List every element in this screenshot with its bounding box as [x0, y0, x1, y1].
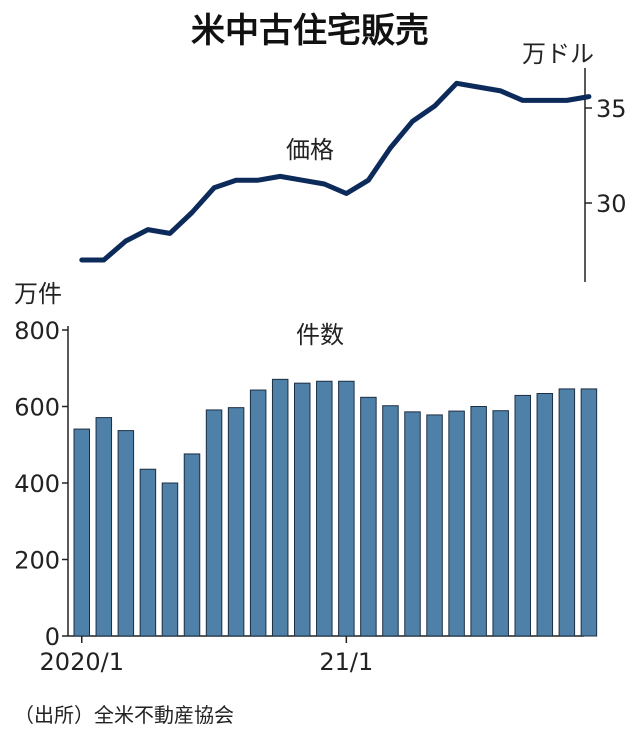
count-y-tick-label: 600	[14, 394, 60, 422]
bar-2020-9	[249, 389, 267, 637]
bar-2021-5	[426, 414, 443, 637]
count-panel: 万件 件数 0 200 400 600 800 2020/1 21/1	[14, 280, 598, 676]
count-y-tick-label: 400	[14, 470, 60, 498]
count-unit-label: 万件	[14, 280, 62, 308]
bar-2020-2	[95, 417, 113, 637]
source-note: （出所）全米不動産協会	[14, 703, 234, 727]
bar-2021-6	[448, 410, 465, 637]
bar-2020-3	[117, 430, 135, 637]
count-bars	[73, 378, 598, 637]
bar-2020-10	[271, 378, 289, 637]
price-series-line	[79, 80, 592, 263]
count-x-ticks: 2020/1 21/1	[40, 636, 373, 676]
bar-2021-12	[580, 388, 598, 637]
bar-2020-8	[227, 407, 245, 637]
bar-2020-12	[316, 380, 333, 637]
bar-2021-2	[360, 396, 377, 637]
bar-2021-8	[492, 410, 509, 637]
bar-2021-4	[404, 411, 421, 637]
chart-title: 米中古住宅販売	[191, 11, 429, 51]
count-y-tick-label: 800	[14, 317, 60, 345]
bar-2020-4	[139, 468, 157, 637]
price-unit-label: 万ドル	[522, 40, 594, 68]
x-tick-label: 21/1	[319, 648, 373, 676]
bar-2020-6	[183, 453, 201, 637]
bar-2021-3	[382, 405, 399, 637]
x-tick-label: 2020/1	[40, 648, 124, 676]
count-y-tick-label: 0	[45, 623, 60, 651]
bar-2020-7	[205, 409, 223, 637]
bar-2021-11	[558, 388, 576, 637]
price-series-label: 価格	[286, 136, 334, 164]
bar-2021-9	[514, 394, 531, 637]
price-y-ticks: 30 35	[585, 95, 627, 218]
bar-2021-7	[470, 406, 487, 637]
price-y-tick-label: 30	[596, 190, 627, 218]
count-y-ticks: 0 200 400 600 800	[14, 317, 68, 651]
count-series-label: 件数	[296, 321, 344, 349]
price-y-tick-label: 35	[596, 95, 627, 123]
bar-2020-11	[294, 382, 311, 637]
price-panel: 万ドル 価格 30 35	[79, 40, 627, 282]
bar-2020-1	[73, 428, 90, 637]
count-y-tick-label: 200	[14, 547, 60, 575]
bar-2021-1	[338, 380, 355, 637]
bar-2020-5	[161, 482, 179, 637]
bar-2021-10	[536, 392, 554, 637]
